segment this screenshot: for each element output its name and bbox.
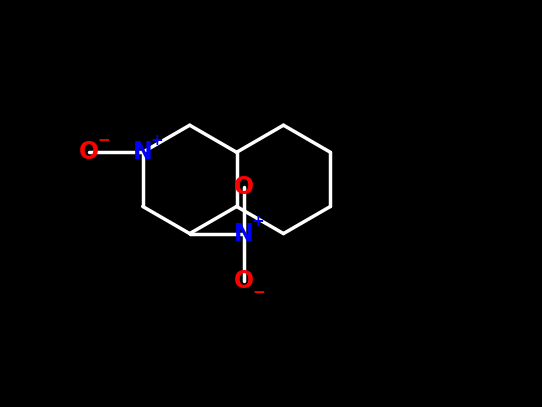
- Text: O: O: [234, 269, 254, 293]
- Text: N: N: [133, 140, 153, 164]
- Text: −: −: [98, 133, 110, 148]
- Text: O: O: [79, 140, 99, 164]
- Text: −: −: [253, 285, 266, 300]
- Text: N: N: [234, 221, 254, 245]
- Text: O: O: [234, 175, 254, 199]
- Text: +: +: [150, 133, 163, 148]
- Text: +: +: [251, 214, 264, 229]
